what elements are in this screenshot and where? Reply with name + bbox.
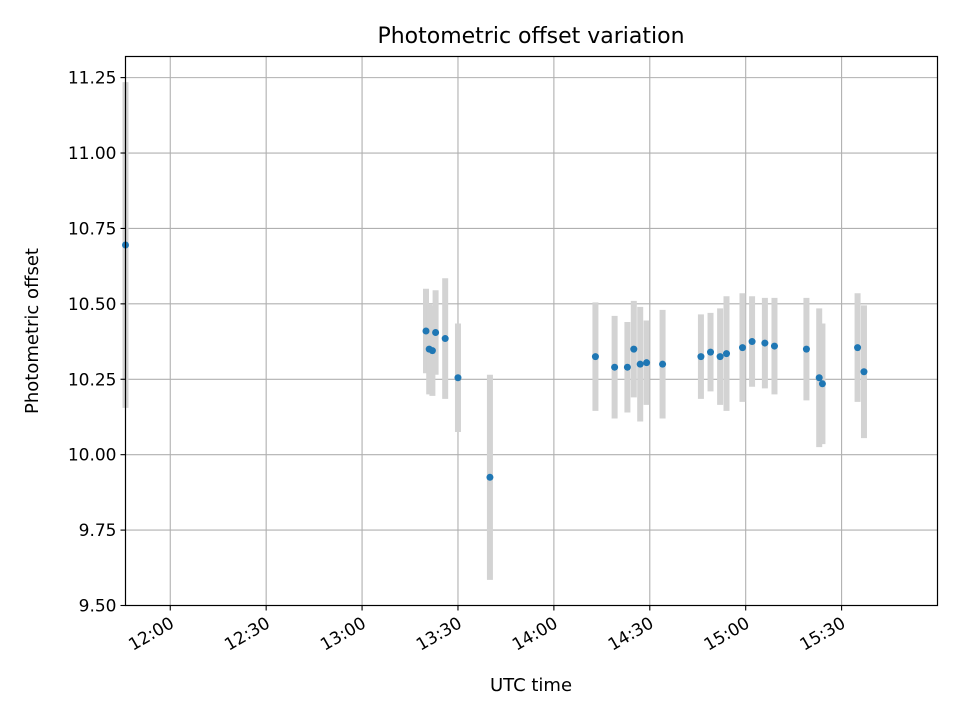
y-tick-label: 10.75 — [68, 219, 117, 239]
data-point — [422, 327, 430, 335]
data-point — [723, 350, 731, 358]
data-point — [697, 353, 705, 361]
data-point — [818, 380, 826, 388]
data-point — [636, 360, 644, 368]
data-point — [802, 345, 810, 353]
data-point — [770, 342, 778, 350]
data-point — [623, 363, 631, 371]
data-point — [611, 363, 619, 371]
data-point — [659, 360, 667, 368]
y-tick-label: 10.25 — [68, 370, 117, 390]
data-point — [738, 344, 746, 352]
y-tick-label: 9.50 — [79, 597, 117, 617]
y-tick-label: 10.50 — [68, 295, 117, 315]
data-point — [591, 353, 599, 361]
data-point — [643, 359, 651, 367]
x-axis-label: UTC time — [490, 675, 572, 696]
data-point — [486, 473, 494, 481]
data-point — [441, 335, 449, 343]
data-point — [854, 344, 862, 352]
data-point — [860, 368, 868, 376]
data-point — [707, 348, 715, 356]
plot-frame — [124, 55, 939, 607]
chart-title: Photometric offset variation — [377, 24, 684, 49]
data-points — [122, 241, 868, 481]
data-point — [630, 345, 638, 353]
grid — [125, 56, 938, 607]
y-tick-label: 11.00 — [68, 144, 117, 164]
data-point — [454, 374, 462, 382]
data-point — [428, 347, 436, 355]
y-tick-label: 10.00 — [68, 446, 117, 466]
data-point — [748, 338, 756, 346]
data-point — [815, 374, 823, 382]
y-tick-label: 11.25 — [68, 69, 117, 89]
y-axis-label: Photometric offset — [22, 248, 43, 414]
data-point — [761, 339, 769, 347]
data-point — [432, 329, 440, 337]
data-point — [716, 353, 724, 361]
y-tick-label: 9.75 — [79, 521, 117, 541]
